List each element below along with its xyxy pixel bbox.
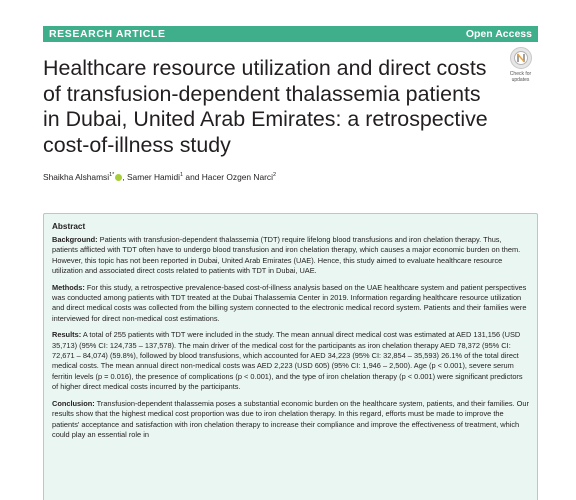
abstract-conclusion: Conclusion: Transfusion-dependent thalas… [52,399,529,441]
section-text: Transfusion-dependent thalassemia poses … [52,398,529,439]
article-type-banner: RESEARCH ARTICLE Open Access [43,26,538,42]
section-text: Patients with transfusion-dependent thal… [52,235,521,276]
article-title: Healthcare resource utilization and dire… [43,56,488,157]
section-label: Methods: [52,282,85,292]
check-for-updates-icon [509,47,532,69]
abstract-methods: Methods: For this study, a retrospective… [52,283,529,325]
author-affiliation-marker: 2 [272,172,277,179]
section-label: Results: [52,330,82,340]
section-label: Background: [52,235,98,244]
open-access-label[interactable]: Open Access [465,28,532,40]
check-for-updates-text: Check for updates [509,71,532,83]
abstract-background: Background: Patients with transfusion-de… [52,235,529,277]
article-type-label: RESEARCH ARTICLE [49,28,166,40]
check-for-updates-button[interactable]: Check for updates [505,47,536,91]
section-text: For this study, a retrospective prevalen… [52,282,527,323]
abstract-box: Abstract Background: Patients with trans… [43,213,538,500]
author-name[interactable]: Shaikha Alshamsi [43,172,110,182]
author-affiliation-marker: 1 [180,172,184,179]
author-separator: , [122,172,127,182]
author-separator: and [183,172,202,182]
author-name[interactable]: Samer Hamidi [126,172,181,182]
author-name[interactable]: Hacer Ozgen Narci [201,172,273,182]
section-text: A total of 255 patients with TDT were in… [52,330,523,392]
author-list: Shaikha Alshamsi1*, Samer Hamidi1 and Ha… [43,172,276,182]
section-label: Conclusion: [52,398,95,408]
orcid-icon[interactable] [115,174,123,181]
abstract-heading: Abstract [52,222,86,231]
abstract-results: Results: A total of 255 patients with TD… [52,330,529,392]
author-affiliation-marker: 1* [109,172,115,179]
